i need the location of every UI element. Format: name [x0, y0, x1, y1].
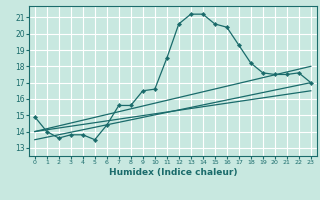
- X-axis label: Humidex (Indice chaleur): Humidex (Indice chaleur): [108, 168, 237, 177]
